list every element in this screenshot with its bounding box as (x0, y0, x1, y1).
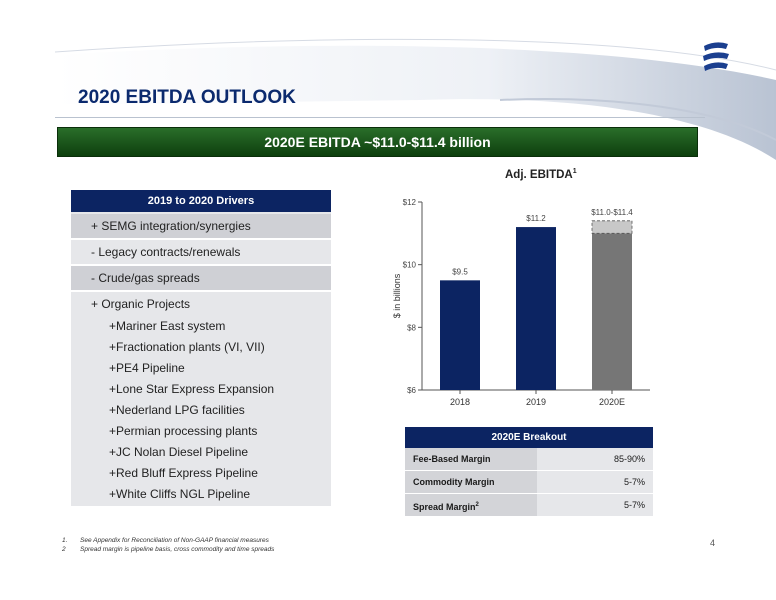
breakout-table: 2020E Breakout Fee-Based Margin 85-90% C… (405, 427, 653, 517)
project-item: +Fractionation plants (VI, VII) (109, 340, 265, 354)
bar (516, 227, 556, 390)
page-title: 2020 EBITDA OUTLOOK (78, 87, 296, 108)
footnote-text: Spread margin is pipeline basis, cross c… (80, 546, 275, 553)
breakout-label: Spread Margin2 (405, 494, 537, 516)
y-axis-label: $ in billions (392, 273, 402, 318)
chart-title: Adj. EBITDA1 (505, 168, 577, 181)
driver-item-semg: + SEMG integration/synergies (71, 214, 331, 240)
breakout-label: Fee-Based Margin (405, 448, 537, 470)
x-tick-label: 2019 (526, 397, 546, 407)
ebitda-banner: 2020E EBITDA ~$11.0-$11.4 billion (57, 127, 698, 157)
bar (592, 233, 632, 390)
project-item: +White Cliffs NGL Pipeline (109, 487, 251, 501)
company-logo-icon (703, 42, 729, 71)
project-item: +Lone Star Express Expansion (109, 382, 275, 396)
driver-item-legacy-contracts: - Legacy contracts/renewals (71, 240, 331, 266)
breakout-row: Commodity Margin 5-7% (405, 471, 653, 494)
x-tick-label: 2020E (599, 397, 625, 407)
y-tick-label: $12 (403, 198, 417, 207)
title-divider (55, 117, 705, 118)
bar-range-segment (591, 220, 633, 234)
breakout-value: 85-90% (537, 448, 653, 470)
breakout-row: Fee-Based Margin 85-90% (405, 448, 653, 471)
breakout-value: 5-7% (537, 494, 653, 516)
bar (440, 280, 480, 390)
project-item: +Permian processing plants (109, 424, 258, 438)
project-item: +Nederland LPG facilities (109, 403, 245, 417)
breakout-value: 5-7% (537, 471, 653, 493)
data-label: $11.2 (526, 214, 546, 223)
driver-item-spreads: - Crude/gas spreads (71, 266, 331, 292)
breakout-label-text: Spread Margin (413, 502, 476, 512)
data-label: $9.5 (452, 267, 468, 276)
project-item: +JC Nolan Diesel Pipeline (109, 445, 249, 459)
project-item: +Red Bluff Express Pipeline (109, 466, 258, 480)
y-tick-label: $8 (407, 323, 416, 332)
header-swoosh-graphic (54, 38, 776, 160)
footnote-number: 1. (62, 537, 68, 544)
breakout-label-footnote: 2 (475, 502, 479, 508)
x-tick-label: 2018 (450, 397, 470, 407)
driver-item-organic-projects: + Organic Projects (91, 297, 191, 311)
data-label: $11.0-$11.4 (591, 208, 633, 217)
footnotes: 1. See Appendix for Reconciliation of No… (62, 536, 274, 554)
footnote-text: See Appendix for Reconciliation of Non-G… (80, 537, 269, 544)
y-tick-label: $6 (407, 386, 416, 395)
breakout-row: Spread Margin2 5-7% (405, 494, 653, 517)
y-tick-label: $10 (403, 261, 417, 270)
breakout-heading: 2020E Breakout (405, 427, 653, 448)
project-item: +Mariner East system (109, 319, 226, 333)
breakout-label: Commodity Margin (405, 471, 537, 493)
footnote: 1. See Appendix for Reconciliation of No… (62, 536, 274, 545)
project-item: +PE4 Pipeline (109, 361, 185, 375)
drivers-heading: 2019 to 2020 Drivers (71, 190, 331, 212)
page-number: 4 (710, 538, 716, 548)
footnote: 2 Spread margin is pipeline basis, cross… (62, 545, 274, 554)
chart-title-text: Adj. EBITDA (505, 168, 573, 181)
footnote-number: 2 (62, 546, 66, 553)
drivers-panel: 2019 to 2020 Drivers + SEMG integration/… (71, 190, 331, 506)
ebitda-bar-chart: $6 $8 $10 $12 $ in billions 2018 $9.5 2019 $11.2… (392, 198, 650, 407)
chart-title-footnote: 1 (572, 168, 577, 175)
